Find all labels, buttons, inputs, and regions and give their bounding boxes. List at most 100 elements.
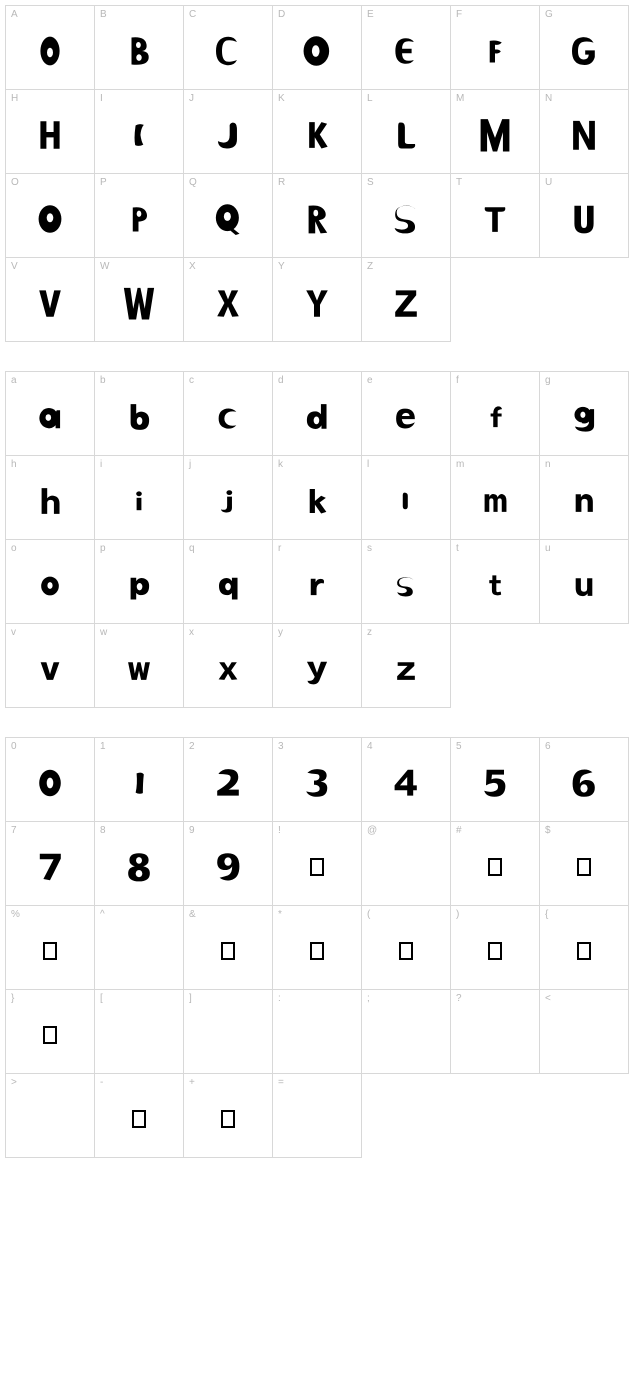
glyph-cell: y <box>272 623 362 708</box>
glyph-cell: 2 <box>183 737 273 822</box>
glyph <box>214 117 242 153</box>
glyph-cell-label: { <box>545 909 548 920</box>
glyph-cell: } <box>5 989 95 1074</box>
glyph-row: v wxyz <box>6 624 634 708</box>
glyph <box>569 33 599 69</box>
glyph <box>305 572 329 598</box>
glyph-cell-label: ! <box>278 825 281 836</box>
glyph-cell: C <box>183 5 273 90</box>
glyph-cell: * <box>272 905 362 990</box>
glyph-cell-label: d <box>278 375 284 386</box>
glyph-cell-label: = <box>278 1077 284 1088</box>
glyph-cell-label: o <box>11 543 17 554</box>
glyph-cell: ] <box>183 989 273 1074</box>
glyph-cell-label: ? <box>456 993 462 1004</box>
glyph-cell: 3 <box>272 737 362 822</box>
glyph-cell: i <box>94 455 184 540</box>
glyph <box>40 1020 60 1050</box>
glyph-cell: n <box>539 455 629 540</box>
glyph <box>485 852 505 882</box>
glyph <box>212 200 244 238</box>
glyph <box>303 652 331 686</box>
glyph-cell: Y <box>272 257 362 342</box>
glyph <box>127 766 151 800</box>
glyph-cell-label: v <box>11 627 16 638</box>
glyph <box>480 766 510 800</box>
glyph <box>213 850 243 884</box>
glyph-cell: 7 <box>5 821 95 906</box>
glyph-cell: s <box>361 539 451 624</box>
glyph-cell-label: N <box>545 93 552 104</box>
glyph-cell: P <box>94 173 184 258</box>
glyph-cell-label: ( <box>367 909 370 920</box>
glyph-cell-label: W <box>100 261 109 272</box>
glyph-cell-label: [ <box>100 993 103 1004</box>
glyph <box>213 766 243 800</box>
glyph <box>125 568 153 602</box>
glyph-cell: I <box>94 89 184 174</box>
glyph-cell: @ <box>361 821 451 906</box>
glyph <box>36 656 64 682</box>
glyph-cell: x <box>183 623 273 708</box>
glyph-cell: v <box>5 623 95 708</box>
glyph-row: abcdefg <box>6 372 634 456</box>
glyph <box>302 285 332 321</box>
glyph-cell-label: @ <box>367 825 377 836</box>
glyph-cell: 0 <box>5 737 95 822</box>
glyph-cell-label: g <box>545 375 551 386</box>
glyph <box>218 936 238 966</box>
glyph <box>215 656 241 682</box>
glyph <box>37 572 63 598</box>
glyph-cell-label: z <box>367 627 372 638</box>
glyph-cell-label: ) <box>456 909 459 920</box>
glyph-section: abcdefghijklmnopqrstuvwxyz <box>6 372 634 708</box>
glyph <box>570 572 598 598</box>
glyph-cell-label: f <box>456 375 459 386</box>
glyph <box>391 201 421 237</box>
glyph-cell: 4 <box>361 737 451 822</box>
glyph-cell-label: X <box>189 261 196 272</box>
glyph-cell-label: n <box>545 459 551 470</box>
glyph-cell: H <box>5 89 95 174</box>
glyph-cell-label: 5 <box>456 741 462 752</box>
glyph <box>35 850 65 884</box>
glyph-cell-label: 9 <box>189 825 195 836</box>
glyph-cell-label: b <box>100 375 106 386</box>
glyph-row: opqrstu <box>6 540 634 624</box>
glyph-cell: ( <box>361 905 451 990</box>
glyph-cell-label: F <box>456 9 462 20</box>
glyph-cell-label: R <box>278 177 285 188</box>
glyph <box>215 404 241 430</box>
glyph-cell: A <box>5 5 95 90</box>
glyph <box>120 285 158 321</box>
glyph-cell: w <box>94 623 184 708</box>
glyph <box>213 285 243 321</box>
glyph <box>483 32 507 70</box>
glyph-cell: 5 <box>450 737 540 822</box>
glyph-row: 0123456 <box>6 738 634 822</box>
glyph-cell-label: S <box>367 177 374 188</box>
glyph-cell-label: ] <box>189 993 192 1004</box>
glyph <box>569 201 599 237</box>
glyph-cell: ^ <box>94 905 184 990</box>
glyph-cell: k <box>272 455 362 540</box>
glyph-cell: p <box>94 539 184 624</box>
glyph-row: HIJKLMN <box>6 90 634 174</box>
glyph-cell-label: r <box>278 543 281 554</box>
glyph <box>36 403 64 431</box>
glyph <box>569 766 599 800</box>
glyph-cell-label: O <box>11 177 19 188</box>
glyph <box>393 572 419 598</box>
glyph-cell-label: ^ <box>100 909 105 920</box>
glyph-cell-label: > <box>11 1077 17 1088</box>
glyph-cell-label: % <box>11 909 20 920</box>
glyph-cell-label: ; <box>367 993 370 1004</box>
glyph-cell: m <box>450 455 540 540</box>
glyph <box>35 201 65 237</box>
glyph-cell-label: A <box>11 9 18 20</box>
glyph-cell: g <box>539 371 629 456</box>
glyph-cell-label: c <box>189 375 194 386</box>
glyph-cell-label: 1 <box>100 741 106 752</box>
glyph-cell: % <box>5 905 95 990</box>
glyph-cell-label: * <box>278 909 282 920</box>
